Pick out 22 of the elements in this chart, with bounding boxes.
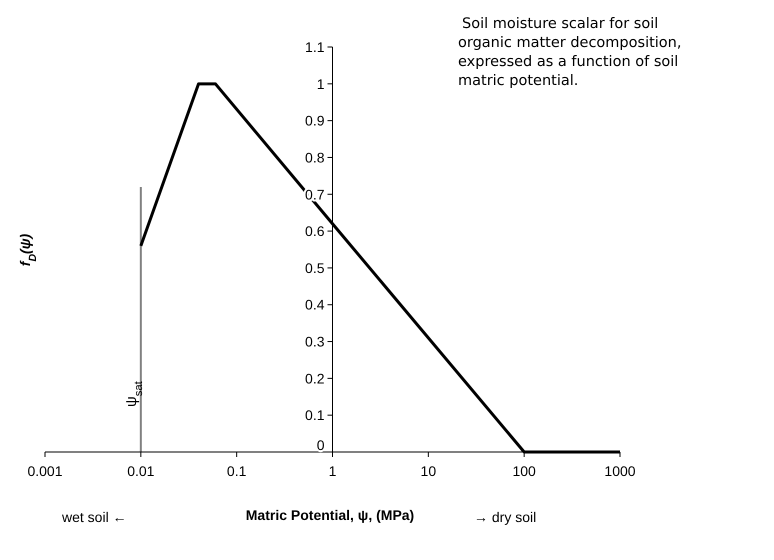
x-tick-label: 0.001 — [27, 463, 63, 479]
y-tick-label: 0.8 — [305, 149, 325, 166]
y-tick-label: 1.1 — [305, 39, 325, 55]
x-tick-label: 1000 — [604, 463, 636, 479]
y-tick-label: 0.9 — [305, 112, 325, 129]
x-tick-label: 1 — [328, 463, 337, 479]
text: → dry soil — [474, 509, 536, 525]
y-tick-label: 0.1 — [305, 407, 325, 424]
x-axis-title: Matric Potential, ψ, (MPa) — [246, 507, 414, 523]
y-tick-label: 0.4 — [305, 296, 325, 313]
x-tick-label: 0.01 — [127, 463, 155, 479]
y-tick-label: 1 — [316, 76, 325, 92]
x-tick-label: 0.1 — [226, 463, 247, 479]
y-tick-label: 0.5 — [305, 260, 325, 276]
x-tick-label: 100 — [512, 463, 536, 479]
annotation: Soil moisture scalar for soil organic matter decomposition, expressed as a function of soil matric potential. — [458, 16, 682, 89]
y-tick-label: 0 — [316, 437, 325, 453]
y-tick-label: 0.3 — [305, 334, 325, 350]
y-tick-label: 0.6 — [305, 223, 325, 240]
x-tick-label: 10 — [420, 463, 436, 479]
y-tick-label: 0.2 — [305, 370, 325, 386]
text: wet soil ← — [61, 509, 127, 525]
